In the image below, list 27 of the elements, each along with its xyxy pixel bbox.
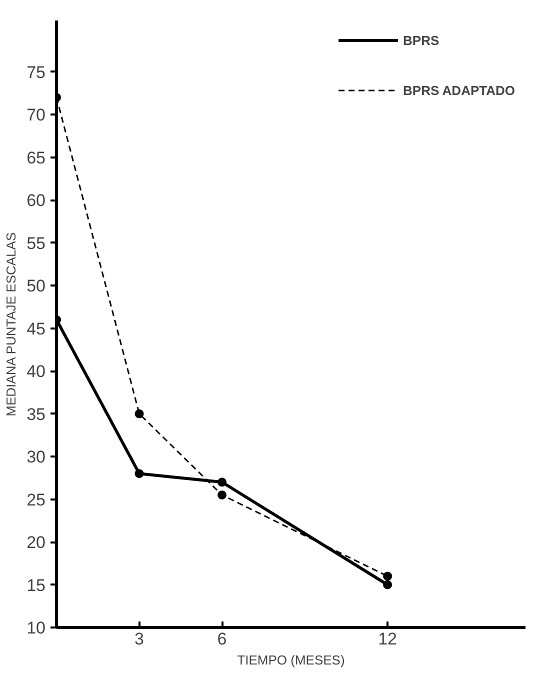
point xyxy=(218,478,227,487)
y-tick-label: 55 xyxy=(26,234,46,253)
point xyxy=(383,580,392,590)
point xyxy=(218,490,227,500)
point xyxy=(134,409,144,418)
y-tick-label: 60 xyxy=(26,191,46,210)
point xyxy=(383,572,392,581)
y-axis-title: MEDIANA PUNTAJE ESCALAS xyxy=(4,232,19,416)
y-tick-label: 35 xyxy=(26,404,46,424)
y-tick-label: 70 xyxy=(26,106,46,125)
x-tick-label: 3 xyxy=(134,630,144,648)
y-tick-label: 20 xyxy=(26,533,46,552)
legend-label: BPRS xyxy=(403,32,440,48)
y-tick-label: 40 xyxy=(26,362,46,382)
x-tick-label: 6 xyxy=(217,630,227,648)
x-axis-title: TIEMPO (MESES) xyxy=(237,652,345,668)
legend-label: BPRS ADAPTADO xyxy=(403,82,515,98)
y-tick-label: 10 xyxy=(26,618,46,638)
y-tick-label: 15 xyxy=(26,576,46,595)
y-tick-label: 30 xyxy=(26,448,46,467)
y-tick-label: 75 xyxy=(26,62,46,82)
y-tick-label: 45 xyxy=(26,319,46,338)
y-tick-label: 50 xyxy=(26,276,46,296)
y-tick-label: 65 xyxy=(26,148,46,168)
x-tick-label: 12 xyxy=(378,630,398,648)
point xyxy=(134,469,144,478)
y-tick-label: 25 xyxy=(26,490,46,510)
